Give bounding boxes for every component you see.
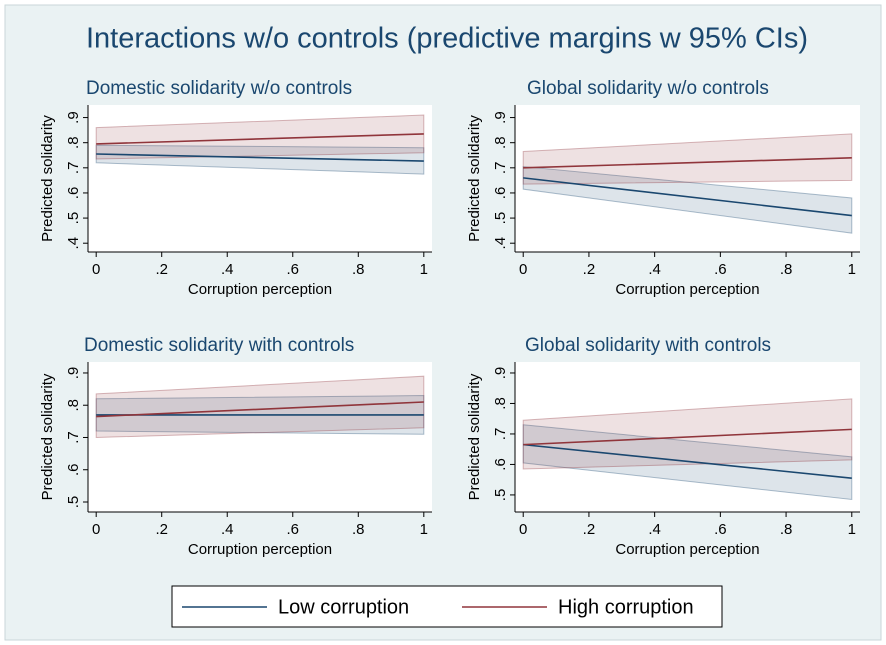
- line: [96, 153, 424, 162]
- x-tick-label: .8: [352, 521, 365, 538]
- y-tick-label: .9: [65, 111, 82, 124]
- y-tick-label: .6: [492, 187, 509, 200]
- line: [96, 133, 424, 145]
- x-tick-label: .6: [287, 521, 300, 538]
- y-tick-label: .6: [65, 187, 82, 200]
- x-tick-label: 1: [420, 521, 428, 538]
- line: [96, 401, 424, 418]
- ci-band: [522, 398, 853, 470]
- line: [523, 177, 852, 217]
- y-tick-label: .4: [65, 237, 82, 250]
- x-tick-label: 0: [519, 521, 527, 538]
- y-tick-label: .7: [492, 162, 509, 175]
- y-tick-label: .6: [492, 458, 509, 471]
- line: [523, 156, 852, 169]
- x-tick-label: .4: [221, 261, 234, 278]
- x-tick-label: .2: [155, 261, 168, 278]
- line: [523, 443, 852, 479]
- y-tick-label: .5: [65, 496, 82, 509]
- ci-band: [95, 114, 425, 160]
- x-axis-label: Corruption perception: [188, 281, 332, 298]
- y-tick-label: .7: [65, 431, 82, 444]
- x-tick-label: .8: [780, 521, 793, 538]
- y-axis-label: Predicted solidarity: [39, 373, 56, 500]
- y-tick-label: .7: [492, 428, 509, 441]
- y-axis-label: Predicted solidarity: [39, 115, 56, 242]
- x-axis-label: Corruption perception: [615, 541, 759, 558]
- line: [523, 428, 852, 446]
- panel-title: Domestic solidarity w/o controls: [86, 78, 352, 99]
- x-tick-label: 1: [848, 261, 856, 278]
- x-tick-label: 0: [519, 261, 527, 278]
- panel-title: Domestic solidarity with controls: [84, 335, 354, 356]
- plot-area: [515, 105, 860, 252]
- panel-title: Global solidarity with controls: [525, 335, 771, 356]
- y-axis-label: Predicted solidarity: [466, 373, 483, 500]
- y-tick-label: .9: [65, 367, 82, 380]
- x-tick-label: .4: [648, 261, 661, 278]
- x-tick-label: 0: [92, 521, 100, 538]
- legend-label: High corruption: [558, 596, 694, 618]
- plot-area: [88, 105, 432, 252]
- x-axis-label: Corruption perception: [615, 281, 759, 298]
- x-tick-label: .4: [648, 521, 661, 538]
- ci-band: [95, 144, 425, 175]
- x-tick-label: 0: [92, 261, 100, 278]
- y-tick-label: .8: [65, 399, 82, 412]
- x-tick-label: 1: [848, 521, 856, 538]
- y-tick-label: .6: [65, 463, 82, 476]
- panel-title: Global solidarity w/o controls: [527, 78, 769, 99]
- x-tick-label: .8: [352, 261, 365, 278]
- y-tick-label: .9: [492, 367, 509, 380]
- x-tick-label: .6: [714, 261, 727, 278]
- x-tick-label: .2: [583, 261, 596, 278]
- x-tick-label: .8: [780, 261, 793, 278]
- y-tick-label: .8: [492, 397, 509, 410]
- y-tick-label: .5: [492, 212, 509, 225]
- x-tick-label: .6: [287, 261, 300, 278]
- ci-band: [522, 166, 853, 234]
- x-tick-label: .4: [221, 521, 234, 538]
- y-tick-label: .9: [492, 111, 509, 124]
- plot-area: [88, 362, 432, 512]
- y-tick-label: .7: [65, 162, 82, 175]
- ci-band: [95, 375, 425, 438]
- x-tick-label: .2: [583, 521, 596, 538]
- y-tick-label: .8: [65, 136, 82, 149]
- x-tick-label: .6: [714, 521, 727, 538]
- ci-band: [522, 133, 853, 185]
- y-tick-label: .8: [492, 136, 509, 149]
- y-tick-label: .4: [492, 237, 509, 250]
- legend-label: Low corruption: [278, 596, 409, 618]
- y-tick-label: .5: [65, 212, 82, 225]
- x-axis-label: Corruption perception: [188, 541, 332, 558]
- x-tick-label: 1: [420, 261, 428, 278]
- y-axis-label: Predicted solidarity: [466, 115, 483, 242]
- chart-title: Interactions w/o controls (predictive ma…: [86, 23, 808, 55]
- x-tick-label: .2: [155, 521, 168, 538]
- y-tick-label: .5: [492, 489, 509, 502]
